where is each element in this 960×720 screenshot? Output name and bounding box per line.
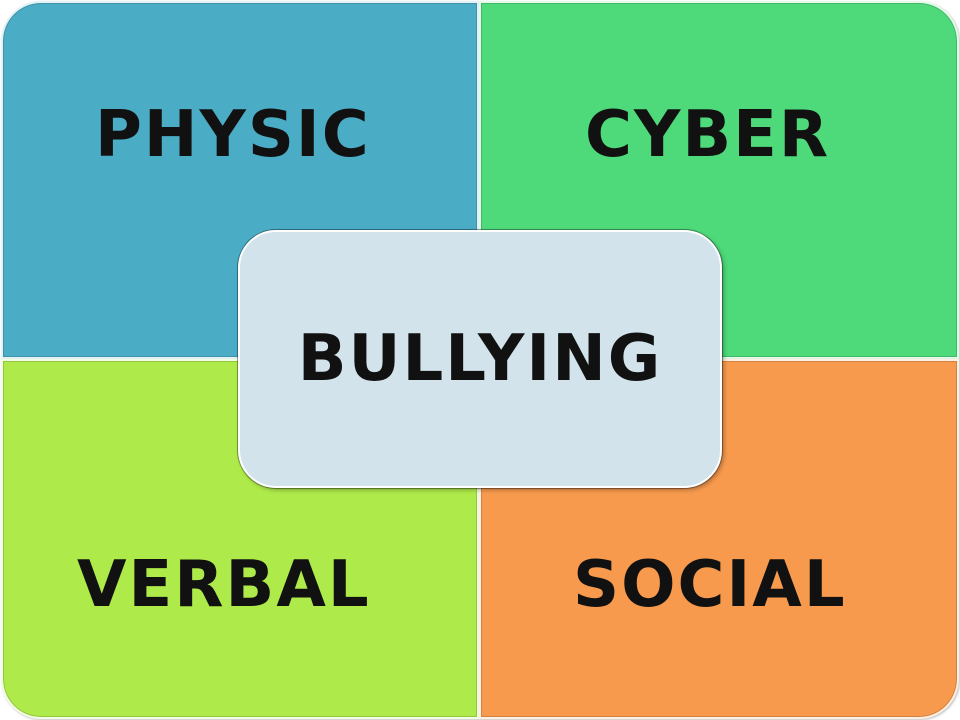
center-box-bullying: BULLYING (238, 230, 722, 488)
center-label: BULLYING (297, 322, 663, 396)
quadrant-label-cyber: CYBER (585, 98, 831, 172)
quadrant-label-social: SOCIAL (573, 548, 847, 622)
quadrant-label-verbal: VERBAL (77, 548, 371, 622)
quadrant-label-physic: PHYSIC (95, 98, 371, 172)
